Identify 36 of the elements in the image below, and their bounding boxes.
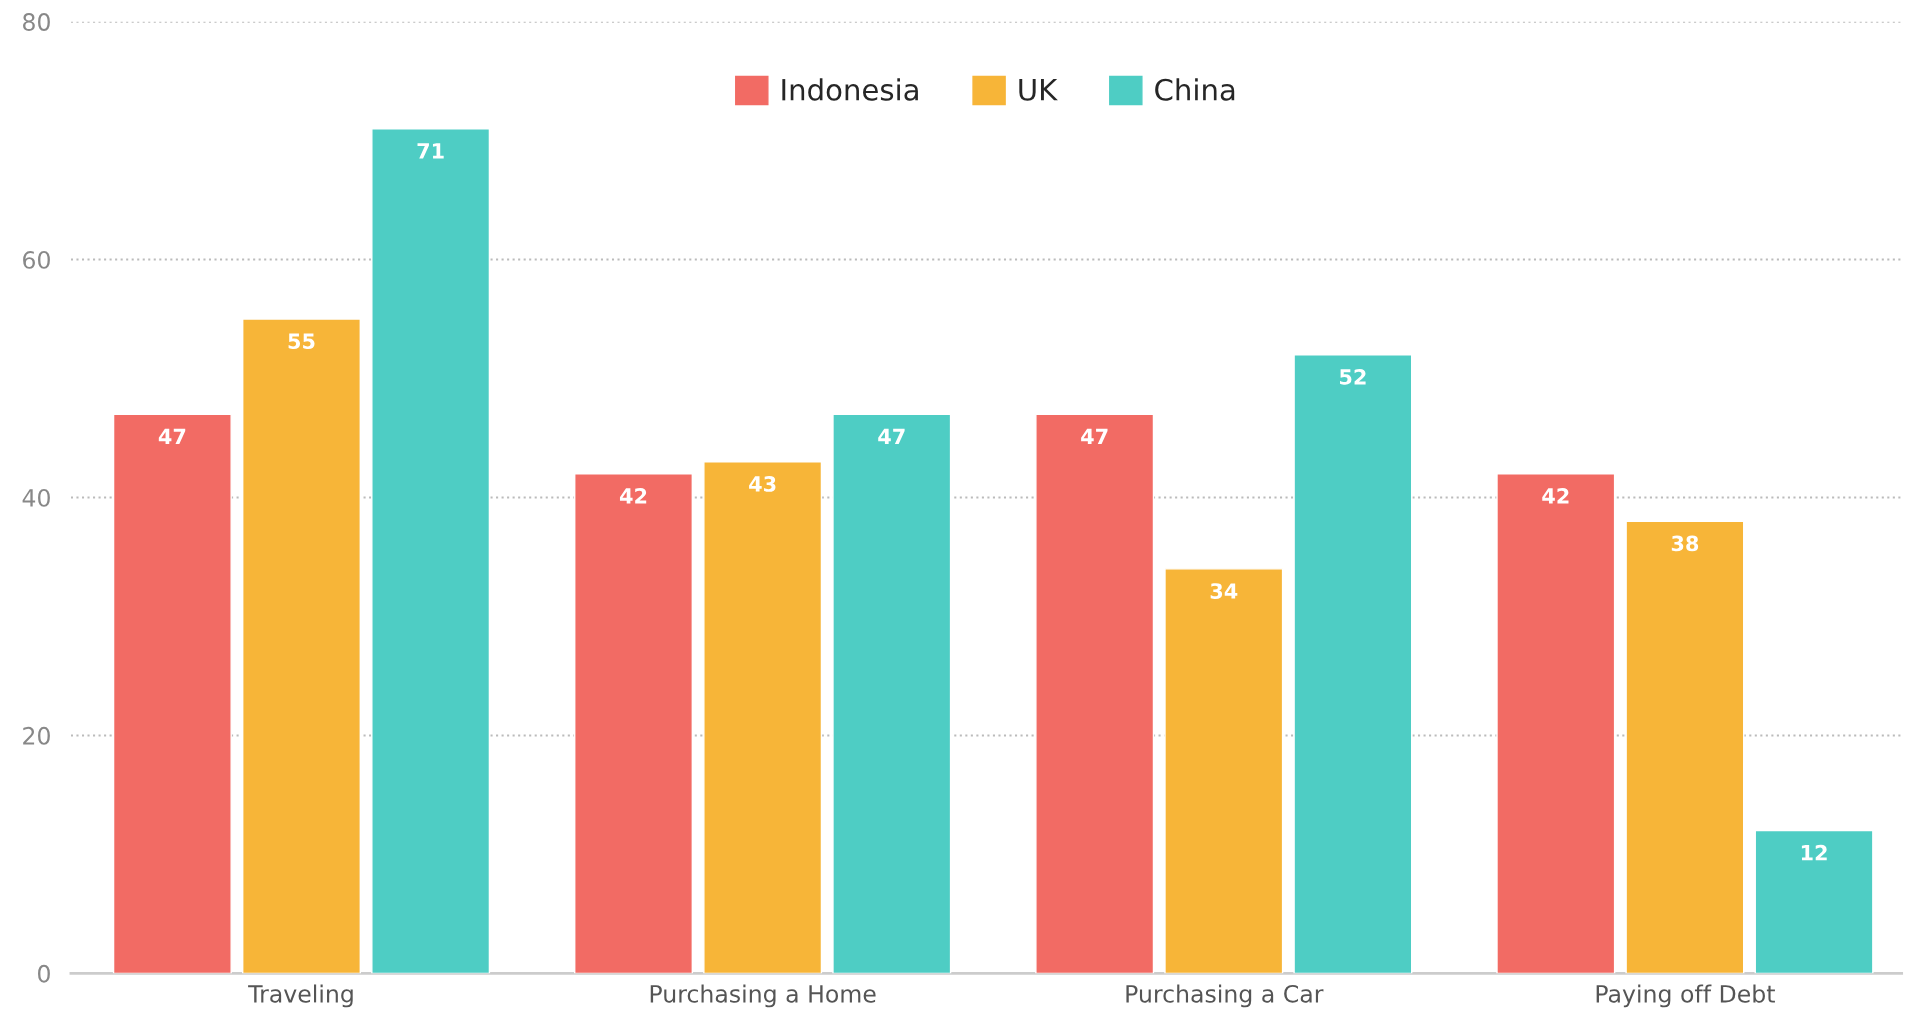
y-tick-label: 0 — [38, 964, 50, 983]
x-tick-label: Traveling — [248, 984, 353, 1008]
data-label: 47 — [878, 428, 905, 444]
bar — [1625, 520, 1745, 974]
bar — [1496, 473, 1616, 974]
legend-label: Indonesia — [782, 78, 918, 101]
data-label: 47 — [158, 428, 186, 444]
bar — [1035, 413, 1155, 974]
data-label: 42 — [1542, 487, 1569, 504]
bar — [1293, 354, 1413, 974]
x-tick-label: Purchasing a Car — [1126, 984, 1324, 1008]
legend-label: UK — [1019, 79, 1058, 101]
bar — [371, 128, 491, 974]
x-tick-label: Paying off Debt — [1596, 984, 1775, 1008]
data-label: 71 — [417, 143, 444, 159]
data-label: 12 — [1801, 844, 1827, 861]
bar — [242, 318, 361, 974]
data-label: 34 — [1210, 583, 1238, 599]
data-label: 47 — [1081, 428, 1108, 444]
bar — [112, 413, 232, 974]
legend-label: China — [1155, 78, 1235, 101]
bar — [574, 473, 694, 974]
x-tick-label: Purchasing a Home — [650, 984, 876, 1008]
y-tick-label: 60 — [23, 251, 50, 269]
bar — [703, 461, 823, 974]
data-label: 52 — [1340, 368, 1366, 385]
y-tick-label: 80 — [23, 13, 50, 31]
data-label: 43 — [749, 476, 776, 492]
data-label: 55 — [288, 333, 315, 350]
y-tick-label: 20 — [23, 726, 50, 745]
data-label: 42 — [619, 487, 647, 504]
bar — [1164, 568, 1284, 974]
data-label: 38 — [1671, 535, 1699, 552]
y-tick-label: 40 — [22, 488, 50, 507]
bar — [832, 413, 952, 974]
bar — [1754, 829, 1874, 974]
